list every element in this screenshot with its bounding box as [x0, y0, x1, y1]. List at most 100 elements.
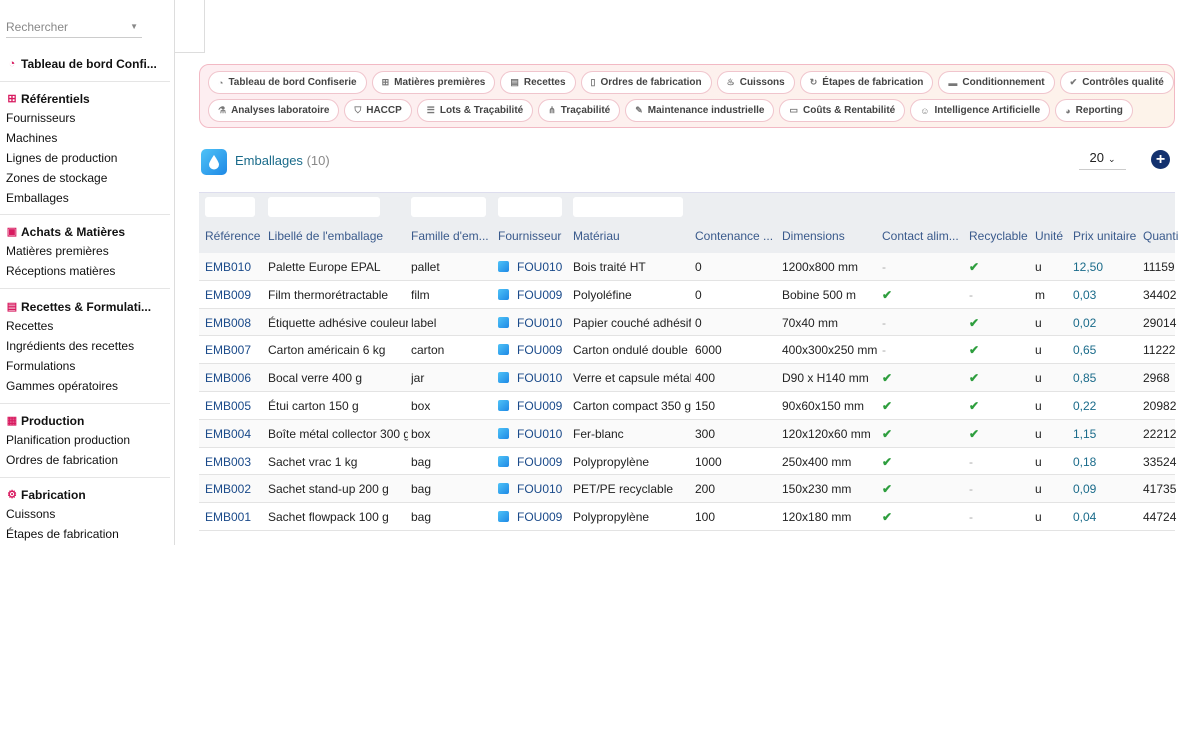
column-filter-input[interactable] — [205, 197, 255, 217]
cell-ref[interactable]: EMB004 — [205, 427, 263, 441]
cell-supplier[interactable]: FOU010 — [498, 371, 568, 385]
sidebar-item[interactable]: Gammes opératoires — [6, 379, 119, 393]
cell-unit: u — [1035, 399, 1069, 413]
sidebar-item[interactable]: Matières premières — [6, 244, 109, 258]
sidebar-item[interactable]: Étapes de fabrication — [6, 527, 119, 541]
column-header[interactable]: Unité — [1035, 229, 1064, 243]
column-header[interactable]: Prix unitaire — [1073, 229, 1137, 243]
table-row[interactable]: EMB006 Bocal verre 400 g jar FOU010 Verre et… — [199, 364, 1175, 392]
column-header[interactable]: Fournisseur — [498, 229, 562, 243]
cell-supplier[interactable]: FOU010 — [498, 260, 568, 274]
column-header[interactable]: Contact alim... — [882, 229, 959, 243]
cell-supplier[interactable]: FOU009 — [498, 288, 568, 302]
table-row[interactable]: EMB010 Palette Europe EPAL pallet FOU010 Boi… — [199, 253, 1175, 281]
nav-button[interactable]: ◔ Tableau de bord Confiserie — [208, 71, 367, 94]
sidebar-item[interactable]: Machines — [6, 131, 58, 145]
nav-button[interactable]: ▤ Recettes — [500, 71, 576, 94]
nav-button[interactable]: ⋔ Traçabilité — [538, 99, 621, 122]
nav-button[interactable]: ↻ Étapes de fabrication — [799, 71, 934, 94]
cell-supplier[interactable]: FOU009 — [498, 510, 568, 524]
column-header[interactable]: Libellé de l'emballage — [268, 229, 384, 243]
nav-button[interactable]: ◕ Reporting — [1055, 99, 1133, 122]
sidebar-section-header[interactable]: ▣ Achats & Matières — [0, 223, 174, 241]
sidebar-item[interactable]: Lignes de production — [6, 151, 118, 165]
cell-supplier[interactable]: FOU009 — [498, 455, 568, 469]
sidebar-item[interactable]: Réceptions matières — [6, 264, 116, 278]
nav-button[interactable]: ☺ Intelligence Artificielle — [910, 99, 1051, 122]
chevron-down-icon[interactable]: ▼ — [130, 22, 138, 31]
cell-ref[interactable]: EMB001 — [205, 510, 263, 524]
cell-ref[interactable]: EMB008 — [205, 316, 263, 330]
column-header[interactable]: Quanti — [1143, 229, 1179, 243]
table-row[interactable]: EMB002 Sachet stand-up 200 g bag FOU010 PET/… — [199, 475, 1176, 504]
sidebar-item[interactable]: Zones de stockage — [6, 171, 108, 185]
column-header[interactable]: Famille d'em... — [411, 229, 489, 243]
cell-ref[interactable]: EMB006 — [205, 371, 263, 385]
cell-supplier[interactable]: FOU010 — [498, 482, 568, 496]
page-size-select[interactable]: 20 ⌄ — [1079, 150, 1126, 170]
column-filter-input[interactable] — [498, 197, 562, 217]
column-header[interactable]: Dimensions — [782, 229, 845, 243]
sidebar-item[interactable]: Cuissons — [6, 507, 56, 521]
cell-value: Carton ondulé double — [573, 343, 688, 358]
nav-button[interactable]: ▯ Ordres de fabrication — [580, 71, 712, 94]
sidebar-item[interactable]: Fournisseurs — [6, 111, 76, 125]
table-row[interactable]: EMB004 Boîte métal collector 300 g box FOU0… — [199, 419, 1176, 448]
add-button[interactable]: + — [1151, 150, 1170, 169]
column-filter-input[interactable] — [573, 197, 683, 217]
cell-ref[interactable]: EMB009 — [205, 288, 263, 302]
cell-family: jar — [411, 371, 493, 385]
sidebar-item[interactable]: Ingrédients des recettes — [6, 339, 135, 353]
cell-supplier[interactable]: FOU010 — [498, 316, 568, 330]
table-row[interactable]: EMB009 Film thermorétractable film FOU009 Po… — [199, 281, 1176, 309]
sidebar-item[interactable]: Formulations — [6, 359, 76, 373]
table-row[interactable]: EMB007 Carton américain 6 kg carton FOU009 C… — [199, 336, 1175, 365]
table-row[interactable]: EMB003 Sachet vrac 1 kg bag FOU009 Polypropy… — [199, 448, 1176, 476]
nav-button[interactable]: ✔ Contrôles qualité — [1059, 71, 1174, 94]
cell-ref[interactable]: EMB005 — [205, 399, 263, 413]
cell-material: Verre et capsule métal — [573, 371, 691, 385]
cell-label: Carton américain 6 kg — [268, 343, 408, 357]
table-row[interactable]: EMB005 Étui carton 150 g box FOU009 Carton c… — [199, 392, 1176, 420]
cell-supplier[interactable]: FOU010 — [498, 427, 568, 441]
cell-ref[interactable]: EMB002 — [205, 482, 263, 496]
column-filter-input[interactable] — [411, 197, 486, 217]
sidebar-item[interactable]: Recettes — [6, 319, 54, 333]
column-header[interactable]: Recyclable — [969, 229, 1028, 243]
sidebar-section-header[interactable]: ⊞ Référentiels — [0, 90, 174, 108]
sidebar-section-header[interactable]: ▤ Recettes & Formulati... — [0, 298, 174, 316]
cell-supplier[interactable]: FOU009 — [498, 399, 568, 413]
sidebar-section-header[interactable]: ◔ Tableau de bord Confi... — [0, 55, 174, 73]
cell-ref[interactable]: EMB010 — [205, 260, 263, 274]
cell-food: ✔ — [882, 288, 964, 302]
supplier-code: FOU009 — [517, 510, 563, 525]
column-header[interactable]: Référence — [205, 229, 261, 243]
sidebar-section-header[interactable]: ⚙ Fabrication — [0, 486, 174, 504]
sidebar-item[interactable]: Planification production — [6, 433, 131, 447]
sidebar-item[interactable]: Emballages — [6, 191, 69, 205]
sidebar-section-header[interactable]: ▦ Production — [0, 412, 174, 430]
column-filter-input[interactable] — [268, 197, 380, 217]
search-input[interactable]: Rechercher ▼ — [6, 18, 142, 38]
nav-button[interactable]: ▬ Conditionnement — [938, 71, 1055, 94]
column-header[interactable]: Matériau — [573, 229, 620, 243]
cell-value: 2968 — [1143, 371, 1170, 386]
table-row[interactable]: EMB008 Étiquette adhésive couleur label FOU… — [199, 308, 1176, 337]
nav-button[interactable]: ♨ Cuissons — [716, 71, 795, 94]
cell-ref[interactable]: EMB007 — [205, 343, 263, 357]
cell-ref[interactable]: EMB003 — [205, 455, 263, 469]
column-header[interactable]: Contenance ... — [695, 229, 774, 243]
table-row[interactable]: EMB001 Sachet flowpack 100 g bag FOU009 Poly… — [199, 503, 1176, 531]
nav-button[interactable]: ☰ Lots & Traçabilité — [416, 99, 534, 122]
nav-button[interactable]: ⊞ Matières premières — [371, 71, 496, 94]
cell-value: ✔ — [882, 371, 893, 386]
sidebar-item[interactable]: Ordres de fabrication — [6, 453, 119, 467]
cogs-icon: ⚙ — [7, 489, 17, 501]
nav-button[interactable]: ⚗ Analyses laboratoire — [208, 99, 340, 122]
cell-supplier[interactable]: FOU009 — [498, 343, 568, 357]
nav-button[interactable]: ✎ Maintenance industrielle — [625, 99, 775, 122]
nav-button[interactable]: ⛉ HACCP — [344, 99, 412, 122]
cell-value: ✔ — [882, 482, 893, 497]
nav-button[interactable]: ▭ Coûts & Rentabilité — [779, 99, 906, 122]
